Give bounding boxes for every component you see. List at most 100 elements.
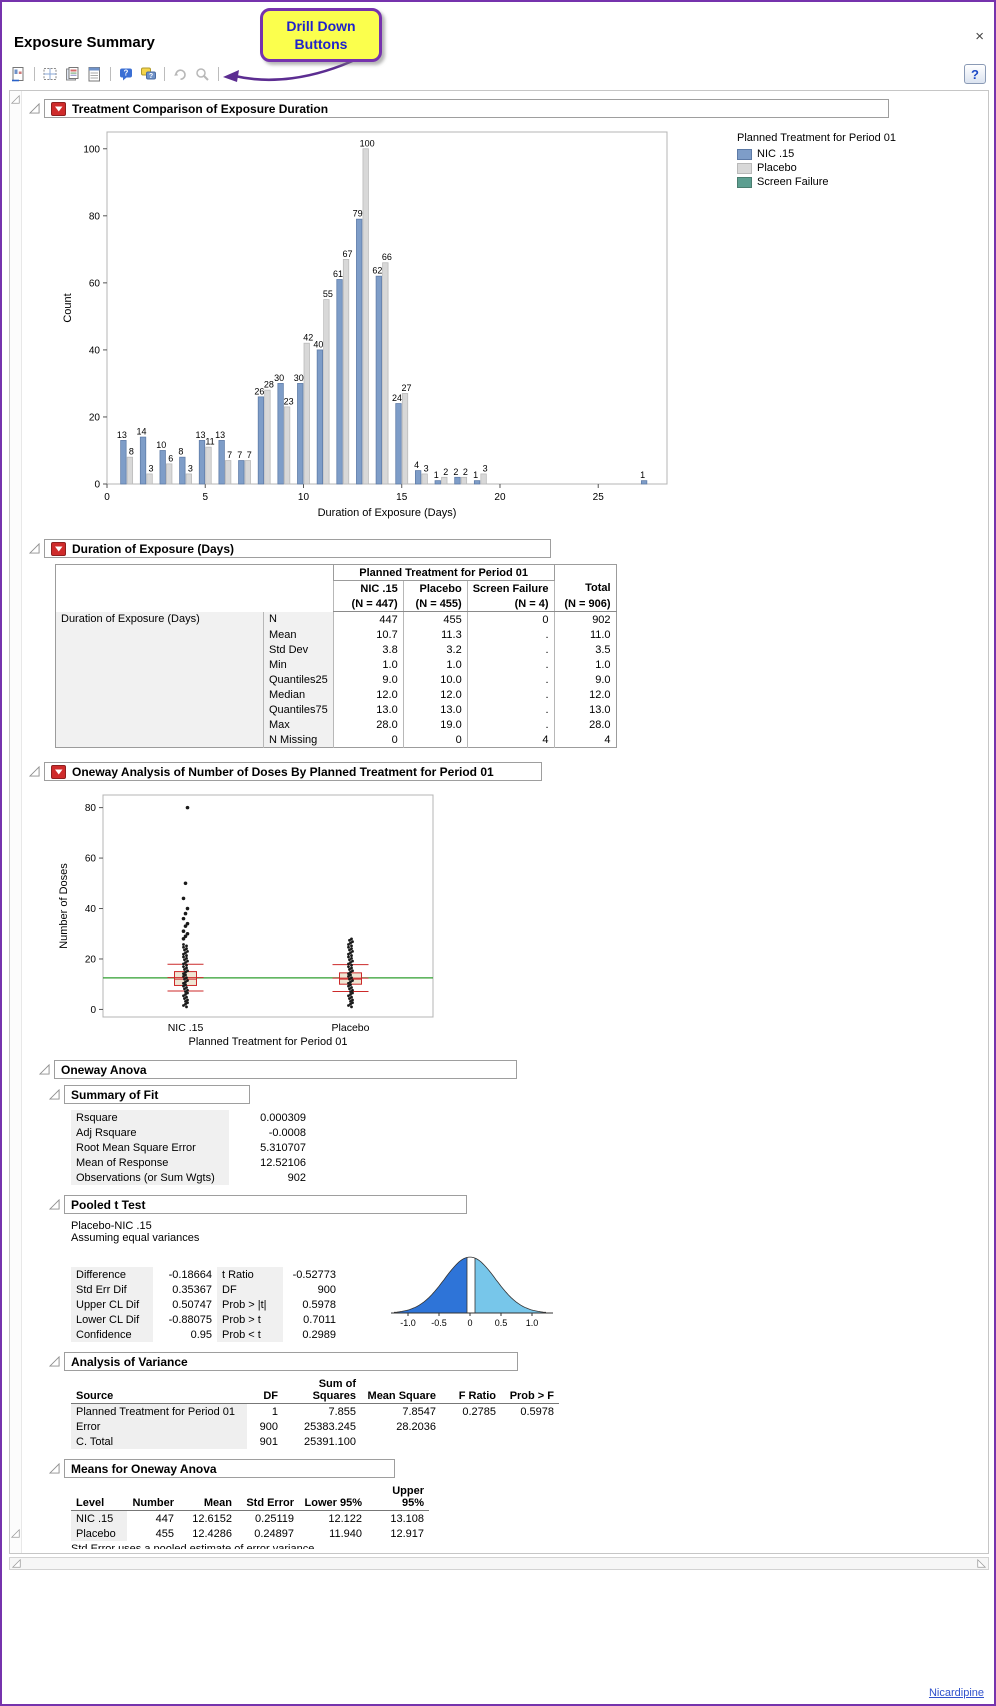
data-point[interactable] xyxy=(184,973,187,977)
histogram-bar[interactable] xyxy=(421,473,428,485)
data-point[interactable] xyxy=(350,963,353,967)
data-point[interactable] xyxy=(347,965,350,969)
data-point[interactable] xyxy=(183,997,186,1000)
gutter-triangle-icon[interactable] xyxy=(977,1559,986,1568)
data-point[interactable] xyxy=(182,952,185,956)
data-table-icon[interactable] xyxy=(86,66,103,83)
gutter-triangle-icon[interactable] xyxy=(12,1559,21,1568)
data-point[interactable] xyxy=(185,944,188,948)
data-point[interactable] xyxy=(185,956,188,960)
data-point[interactable] xyxy=(184,980,187,984)
data-point[interactable] xyxy=(348,968,351,971)
histogram-bar[interactable] xyxy=(454,476,461,485)
histogram-bar[interactable] xyxy=(473,480,481,485)
data-point[interactable] xyxy=(347,994,350,998)
data-point[interactable] xyxy=(184,961,187,964)
data-point[interactable] xyxy=(183,968,186,971)
histogram-bar[interactable] xyxy=(460,476,468,485)
new-window-icon[interactable] xyxy=(10,66,27,83)
close-icon[interactable]: × xyxy=(975,28,984,45)
histogram-bar[interactable] xyxy=(238,460,245,485)
data-point[interactable] xyxy=(351,1001,354,1005)
histogram-bar[interactable] xyxy=(166,463,173,485)
legend-item[interactable]: Screen Failure xyxy=(737,176,896,188)
data-point[interactable] xyxy=(350,995,353,999)
annotate-icon[interactable]: ? xyxy=(140,66,157,83)
data-point[interactable] xyxy=(182,984,185,988)
histogram-bar[interactable] xyxy=(375,275,382,485)
data-point[interactable] xyxy=(182,965,185,969)
data-point[interactable] xyxy=(347,972,350,976)
disclosure-triangle-icon[interactable] xyxy=(29,766,40,777)
histogram-bar[interactable] xyxy=(336,279,343,485)
data-point[interactable] xyxy=(182,962,185,966)
nicardipine-link[interactable]: Nicardipine xyxy=(928,1687,984,1699)
data-point[interactable] xyxy=(350,954,353,957)
histogram-bar[interactable] xyxy=(185,473,192,485)
data-point[interactable] xyxy=(182,974,185,978)
data-point[interactable] xyxy=(349,973,352,977)
data-point[interactable] xyxy=(350,976,353,980)
histogram-bar[interactable] xyxy=(297,383,304,485)
data-point[interactable] xyxy=(183,977,186,981)
data-point[interactable] xyxy=(351,991,354,995)
disclosure-triangle-icon[interactable] xyxy=(29,543,40,554)
outlier-point[interactable] xyxy=(181,896,186,901)
histogram-bar[interactable] xyxy=(225,460,232,485)
data-point[interactable] xyxy=(182,972,185,976)
histogram-bar[interactable] xyxy=(640,480,648,485)
section-title-bar[interactable]: Summary of Fit xyxy=(64,1085,250,1104)
data-point[interactable] xyxy=(185,954,188,957)
outlier-point[interactable] xyxy=(181,916,186,921)
data-point[interactable] xyxy=(184,999,187,1003)
data-point[interactable] xyxy=(183,948,186,952)
data-point[interactable] xyxy=(349,990,352,994)
histogram-bar[interactable] xyxy=(303,342,310,485)
data-point[interactable] xyxy=(349,961,352,964)
gutter-triangle-icon[interactable] xyxy=(11,1529,20,1538)
data-point[interactable] xyxy=(349,970,352,974)
journal-icon[interactable] xyxy=(64,66,81,83)
histogram-bar[interactable] xyxy=(415,470,422,485)
data-point[interactable] xyxy=(185,995,188,999)
data-point[interactable] xyxy=(182,943,185,946)
data-point[interactable] xyxy=(351,979,354,982)
data-point[interactable] xyxy=(351,969,354,973)
histogram-bar[interactable] xyxy=(401,393,409,485)
disclosure-triangle-icon[interactable] xyxy=(39,1064,50,1075)
data-point[interactable] xyxy=(351,988,354,992)
data-point[interactable] xyxy=(186,979,189,982)
data-point[interactable] xyxy=(185,986,188,989)
histogram-bar[interactable] xyxy=(205,446,212,485)
data-point[interactable] xyxy=(349,1002,352,1006)
section-title-bar[interactable]: Treatment Comparison of Exposure Duratio… xyxy=(44,99,889,118)
data-point[interactable] xyxy=(350,956,353,960)
histogram-bar[interactable] xyxy=(434,480,441,485)
legend-item[interactable]: NIC .15 xyxy=(737,148,896,160)
data-point[interactable] xyxy=(350,986,353,989)
outlier-point[interactable] xyxy=(185,931,190,936)
disclosure-triangle-icon[interactable] xyxy=(49,1199,60,1210)
data-point[interactable] xyxy=(351,940,354,944)
disclosure-triangle-icon[interactable] xyxy=(49,1356,60,1367)
section-title-bar[interactable]: Means for Oneway Anova xyxy=(64,1459,395,1478)
data-point[interactable] xyxy=(349,993,352,996)
data-point[interactable] xyxy=(351,959,354,963)
data-point[interactable] xyxy=(185,1005,188,1009)
data-point[interactable] xyxy=(186,959,189,963)
data-point[interactable] xyxy=(350,947,353,951)
data-point[interactable] xyxy=(347,945,350,949)
outlier-point[interactable] xyxy=(181,936,186,941)
data-point[interactable] xyxy=(186,950,189,953)
histogram-bar[interactable] xyxy=(120,440,127,485)
data-point[interactable] xyxy=(348,987,351,991)
data-point[interactable] xyxy=(349,951,352,955)
histogram-bar[interactable] xyxy=(441,476,448,485)
histogram-bar[interactable] xyxy=(362,148,369,485)
data-point[interactable] xyxy=(184,951,187,955)
data-point[interactable] xyxy=(186,1001,189,1005)
data-point[interactable] xyxy=(350,937,353,941)
help-bubble-icon[interactable]: ? xyxy=(118,66,135,83)
data-point[interactable] xyxy=(349,999,352,1003)
histogram-bar[interactable] xyxy=(395,403,402,485)
